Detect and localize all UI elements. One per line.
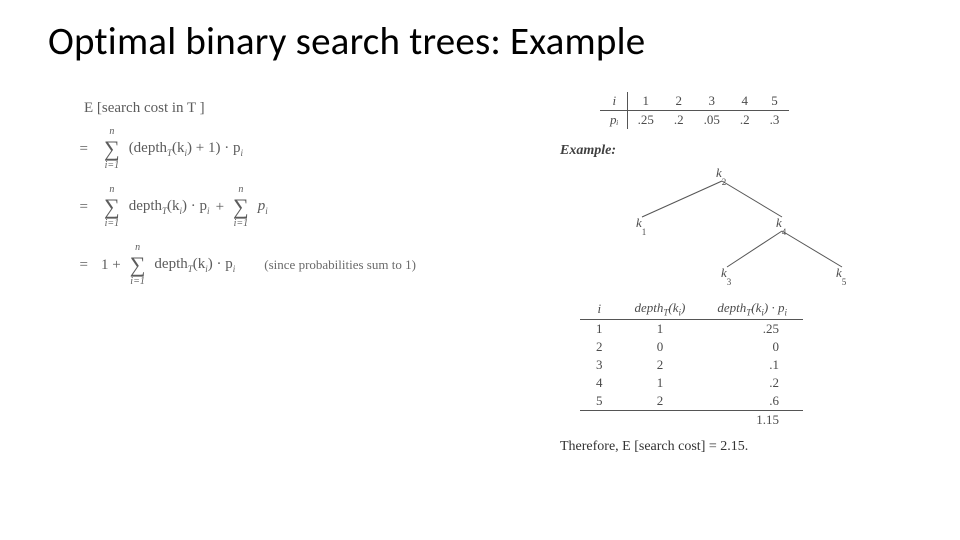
probability-table: i 1 2 3 4 5 pᵢ .25 .2 .05 .2 .3: [600, 92, 789, 129]
tree-node-label: k5: [836, 265, 847, 287]
equation-row-1: = n ∑ i=1 (depthT(ki) + 1) · pi: [60, 127, 520, 171]
eq1-body: (depthT(ki) + 1) · pi: [129, 140, 243, 158]
tree-node-label: k1: [636, 215, 646, 237]
probability-note: (since probabilities sum to 1): [264, 257, 416, 273]
slide: Optimal binary search trees: Example E […: [0, 0, 960, 540]
table-row: 11.25: [580, 319, 803, 338]
slide-title: Optimal binary search trees: Example: [48, 18, 645, 65]
sigma-icon: ∑: [104, 196, 120, 218]
binary-tree-diagram: k2k1k4k3k5: [572, 163, 872, 293]
depth-table: i depthT(ki) depthT(ki) · pi 11.2520032.…: [580, 299, 803, 429]
eq2-part2: pi: [258, 198, 268, 216]
sigma-icon: ∑: [130, 254, 146, 276]
example-label: Example:: [560, 143, 900, 159]
sigma-3: n ∑ i=1: [130, 243, 146, 287]
sigma-2b: n ∑ i=1: [233, 185, 249, 229]
equals-sign: =: [60, 199, 98, 216]
table-row: 41.2: [580, 374, 803, 392]
tree-svg: k2k1k4k3k5: [572, 163, 872, 293]
expectation-lead: E [search cost in T ]: [84, 100, 520, 117]
equation-row-3: = 1 + n ∑ i=1 depthT(ki) · pi (since pro…: [60, 243, 520, 287]
col-i: i: [580, 299, 619, 319]
equals-sign: =: [60, 257, 98, 274]
sigma-icon: ∑: [104, 138, 120, 160]
table-row: 32.1: [580, 356, 803, 374]
sigma-1: n ∑ i=1: [104, 127, 120, 171]
col-depth-p: depthT(ki) · pi: [701, 299, 803, 319]
example-column: i 1 2 3 4 5 pᵢ .25 .2 .05 .2 .3 Example:…: [560, 92, 900, 455]
depth-body: 11.2520032.141.252.61.15: [580, 319, 803, 429]
sigma-2a: n ∑ i=1: [104, 185, 120, 229]
table-row: i 1 2 3 4 5: [600, 92, 789, 111]
eq3-body: depthT(ki) · pi: [154, 256, 235, 274]
tree-node-label: k3: [721, 265, 732, 287]
table-total-row: 1.15: [580, 410, 803, 429]
equals-sign: =: [60, 141, 98, 158]
sigma-icon: ∑: [233, 196, 249, 218]
tree-node-label: k2: [716, 165, 726, 187]
table-row: 52.6: [580, 392, 803, 411]
eq2-part1: depthT(ki) · pi: [129, 198, 210, 216]
conclusion: Therefore, E [search cost] = 2.15.: [560, 439, 900, 455]
table-row: i depthT(ki) depthT(ki) · pi: [580, 299, 803, 319]
equation-row-2: = n ∑ i=1 depthT(ki) · pi + n ∑ i=1 pi: [60, 185, 520, 229]
col-depth: depthT(ki): [619, 299, 702, 319]
table-row: 200: [580, 338, 803, 356]
math-derivation: E [search cost in T ] = n ∑ i=1 (depthT(…: [60, 100, 520, 301]
table-row: pᵢ .25 .2 .05 .2 .3: [600, 111, 789, 130]
